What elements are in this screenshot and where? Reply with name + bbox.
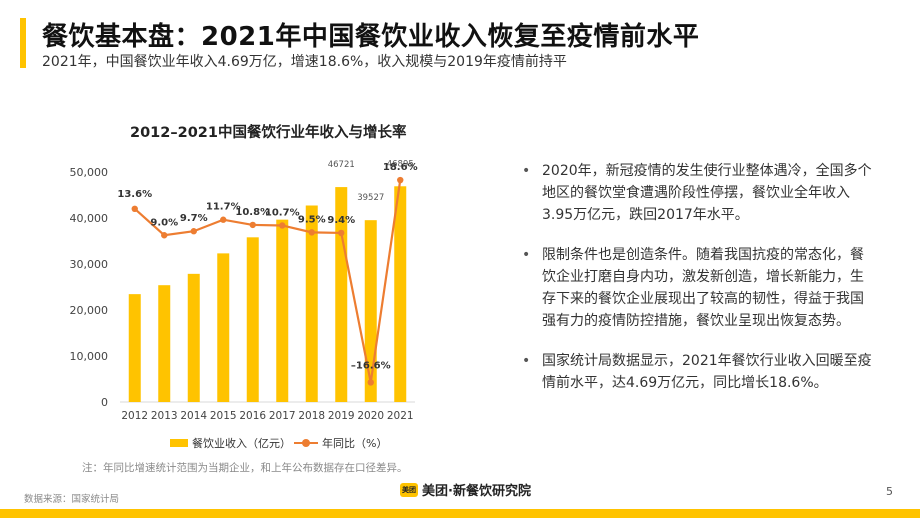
bullet-item: • 2020年，新冠疫情的发生使行业整体遇冷，全国多个地区的餐饮堂食遭遇阶段性停…: [522, 160, 874, 226]
growth-point: [397, 176, 404, 184]
growth-line: [134, 179, 402, 383]
growth-data-label: 18.6%: [383, 162, 418, 173]
growth-data-label: 9.7%: [180, 213, 208, 224]
growth-data-label: 10.8%: [235, 207, 270, 218]
growth-data-label: 9.0%: [150, 217, 178, 228]
growth-data-label: 9.4%: [327, 215, 355, 226]
y-tick-label: 30,000: [70, 258, 109, 271]
x-tick-label: 2016: [239, 410, 266, 422]
x-tick-label: 2019: [328, 410, 355, 422]
revenue-bar: [305, 205, 318, 402]
page-number: 5: [886, 485, 893, 498]
growth-point: [161, 232, 168, 239]
bullet-marker: •: [522, 163, 531, 179]
revenue-bar: [187, 273, 200, 402]
revenue-bar: [246, 237, 259, 402]
brand-name: 美团·新餐饮研究院: [422, 484, 531, 499]
revenue-bar: [158, 285, 171, 402]
x-tick-label: 2017: [269, 410, 296, 422]
title-accent-bar: [20, 18, 26, 68]
legend-swatch-growth: [294, 439, 318, 447]
growth-point: [367, 379, 374, 386]
revenue-bar: [276, 219, 289, 402]
bullet-text: 限制条件也是创造条件。随着我国抗疫的常态化，餐饮企业打磨自身内功，激发新创造，增…: [542, 247, 864, 329]
revenue-data-label: 46721: [328, 160, 355, 170]
y-tick-label: 40,000: [70, 212, 109, 225]
bullet-list: • 2020年，新冠疫情的发生使行业整体遇冷，全国多个地区的餐饮堂食遭遇阶段性停…: [522, 160, 874, 412]
growth-data-label: 13.6%: [117, 189, 152, 200]
brand-footer: 美团 美团·新餐饮研究院: [400, 480, 531, 499]
x-tick-label: 2013: [151, 410, 178, 422]
y-tick-label: 20,000: [70, 304, 109, 317]
bullet-marker: •: [522, 353, 531, 369]
x-tick-label: 2021: [387, 410, 414, 422]
revenue-bar: [217, 253, 230, 402]
revenue-bar: [364, 220, 377, 402]
bullet-item: • 国家统计局数据显示，2021年餐饮行业收入回暖至疫情前水平，达4.69万亿元…: [522, 350, 874, 394]
revenue-data-label: 39527: [357, 193, 384, 203]
growth-point: [190, 228, 197, 235]
bullet-text: 2020年，新冠疫情的发生使行业整体遇冷，全国多个地区的餐饮堂食遭遇阶段性停摆，…: [542, 163, 872, 223]
x-tick-label: 2012: [121, 410, 148, 422]
growth-point: [220, 216, 227, 223]
x-tick-label: 2018: [298, 410, 325, 422]
x-tick-label: 2015: [210, 410, 237, 422]
page-title: 餐饮基本盘：2021年中国餐饮业收入恢复至疫情前水平: [42, 22, 700, 52]
revenue-bar: [128, 294, 141, 402]
meituan-logo-icon: 美团: [400, 482, 418, 497]
bullet-marker: •: [522, 247, 531, 263]
growth-point: [131, 205, 138, 212]
chart-legend: 餐饮业收入（亿元） 年同比（%）: [0, 435, 920, 451]
legend-label-growth: 年同比（%）: [322, 437, 388, 450]
bullet-text: 国家统计局数据显示，2021年餐饮行业收入回暖至疫情前水平，达4.69万亿元，同…: [542, 353, 872, 391]
revenue-bar: [394, 186, 407, 402]
legend-label-revenue: 餐饮业收入（亿元）: [192, 437, 291, 450]
growth-point: [308, 229, 315, 236]
revenue-bar: [335, 187, 348, 402]
y-tick-label: 0: [101, 396, 108, 409]
bottom-accent-bar: [0, 509, 920, 518]
legend-item-revenue: 餐饮业收入（亿元）: [170, 435, 291, 451]
growth-data-label: 9.5%: [298, 214, 326, 225]
legend-swatch-revenue: [170, 439, 188, 447]
growth-data-label: 10.7%: [265, 207, 300, 218]
growth-point: [279, 222, 286, 229]
chart-title: 2012–2021中国餐饮行业年收入与增长率: [130, 125, 407, 141]
bullet-item: • 限制条件也是创造条件。随着我国抗疫的常态化，餐饮企业打磨自身内功，激发新创造…: [522, 244, 874, 332]
x-tick-label: 2014: [180, 410, 207, 422]
x-tick-label: 2020: [357, 410, 384, 422]
growth-data-label: 11.7%: [206, 202, 241, 213]
revenue-data-label: 46895: [387, 159, 414, 169]
growth-data-label: –16.6%: [351, 360, 391, 371]
chart-footnote: 注：年同比增速统计范围为当期企业，和上年公布数据存在口径差异。: [82, 462, 408, 474]
growth-point: [338, 229, 345, 237]
y-tick-label: 50,000: [70, 166, 109, 179]
growth-point: [249, 221, 256, 229]
data-source: 数据来源：国家统计局: [24, 494, 120, 505]
legend-item-growth: 年同比（%）: [294, 435, 387, 451]
y-tick-label: 10,000: [70, 350, 109, 363]
page-subtitle: 2021年，中国餐饮业年收入4.69万亿，增速18.6%，收入规模与2019年疫…: [42, 54, 567, 70]
revenue-growth-chart: 0 10,000 20,000 30,000 40,000 50,000 46721 3952…: [70, 159, 418, 422]
